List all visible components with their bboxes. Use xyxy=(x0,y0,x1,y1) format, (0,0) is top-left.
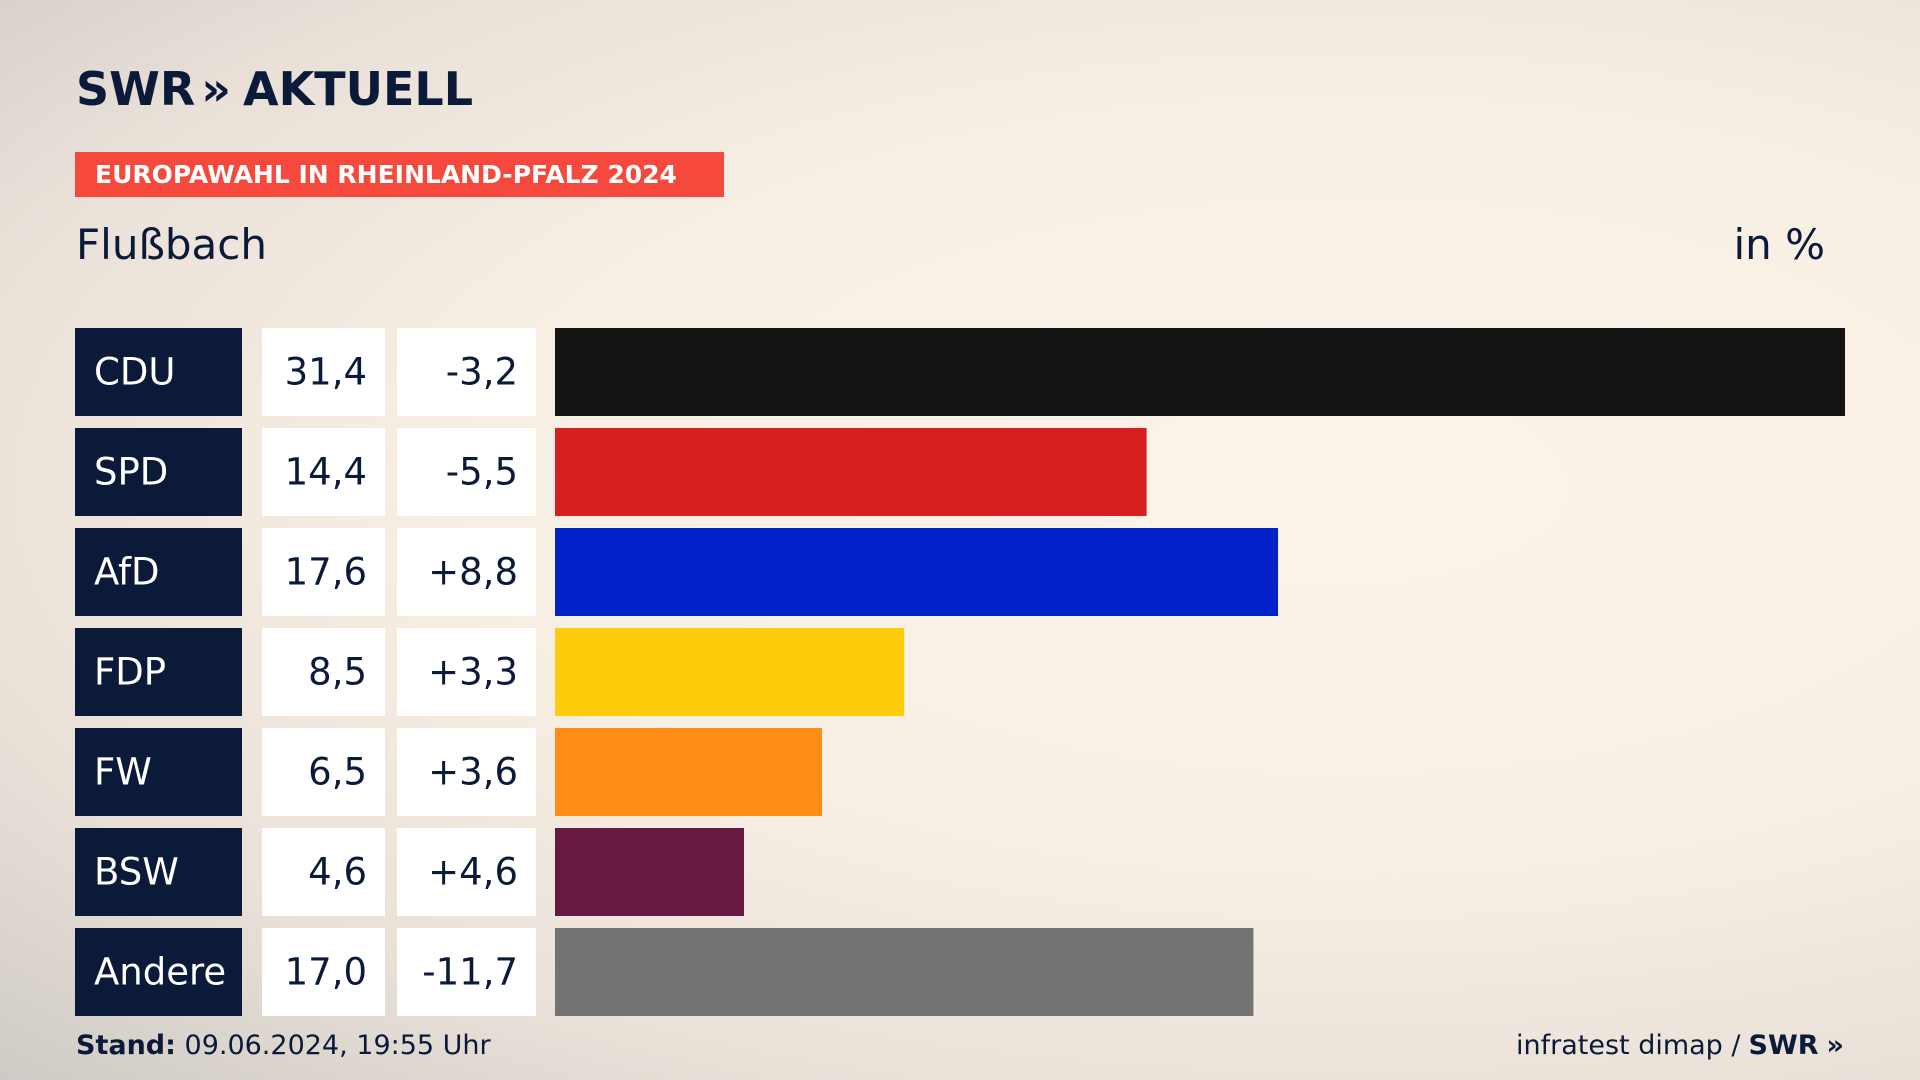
bar xyxy=(555,828,744,916)
party-label: BSW xyxy=(94,851,179,894)
change-label: -5,5 xyxy=(446,451,518,494)
municipality-title: Flußbach xyxy=(76,220,268,269)
value-cell xyxy=(262,828,385,916)
value-cell xyxy=(262,728,385,816)
value-cell xyxy=(262,928,385,1016)
value-cell xyxy=(262,328,385,416)
party-label: FW xyxy=(94,751,152,794)
bar xyxy=(555,628,905,716)
change-cell xyxy=(397,528,536,616)
party-label-box xyxy=(75,528,242,616)
party-label: CDU xyxy=(94,351,175,394)
party-label: Andere xyxy=(94,951,226,994)
source-credit: infratest dimap / SWR» xyxy=(1516,1030,1844,1061)
change-cell xyxy=(397,928,536,1016)
stand-label: Stand: xyxy=(76,1030,176,1061)
election-banner: EUROPAWAHL IN RHEINLAND-PFALZ 2024 xyxy=(75,152,724,197)
party-label-box xyxy=(75,628,242,716)
party-label: FDP xyxy=(94,651,166,694)
change-label: +8,8 xyxy=(428,551,518,594)
timestamp: Stand: 09.06.2024, 19:55 Uhr xyxy=(76,1030,491,1061)
change-label: -3,2 xyxy=(446,351,518,394)
value-label: 4,6 xyxy=(308,851,367,894)
bar xyxy=(555,928,1254,1016)
party-label-box xyxy=(75,828,242,916)
logo-suffix: AKTUELL xyxy=(243,62,474,116)
bar xyxy=(555,728,823,816)
value-label: 17,0 xyxy=(285,951,367,994)
party-label: SPD xyxy=(94,451,168,494)
change-label: +4,6 xyxy=(428,851,518,894)
party-label-box xyxy=(75,328,242,416)
chevron-right-icon: » xyxy=(1826,1030,1845,1061)
logo-text: SWR xyxy=(76,62,196,116)
banner-text: EUROPAWAHL IN RHEINLAND-PFALZ 2024 xyxy=(95,160,677,189)
swr-aktuell-logo: SWR» AKTUELL xyxy=(76,62,473,116)
party-label-box xyxy=(75,928,242,1016)
value-cell xyxy=(262,628,385,716)
change-cell xyxy=(397,728,536,816)
bar xyxy=(555,528,1279,616)
change-label: +3,6 xyxy=(428,751,518,794)
change-label: -11,7 xyxy=(422,951,518,994)
value-label: 31,4 xyxy=(285,351,367,394)
value-label: 8,5 xyxy=(308,651,367,694)
change-cell xyxy=(397,628,536,716)
source-text: infratest dimap / xyxy=(1516,1030,1741,1061)
value-label: 6,5 xyxy=(308,751,367,794)
value-cell xyxy=(262,528,385,616)
source-logo: SWR xyxy=(1748,1030,1819,1061)
change-label: +3,3 xyxy=(428,651,518,694)
value-label: 17,6 xyxy=(285,551,367,594)
change-cell xyxy=(397,328,536,416)
stand-value: 09.06.2024, 19:55 Uhr xyxy=(184,1030,491,1061)
value-label: 14,4 xyxy=(285,451,367,494)
party-label-box xyxy=(75,728,242,816)
unit-label: in % xyxy=(1733,220,1825,269)
change-cell xyxy=(397,828,536,916)
party-label-box xyxy=(75,428,242,516)
party-label: AfD xyxy=(94,551,160,594)
bar xyxy=(555,328,1845,416)
change-cell xyxy=(397,428,536,516)
value-cell xyxy=(262,428,385,516)
bar xyxy=(555,428,1147,516)
